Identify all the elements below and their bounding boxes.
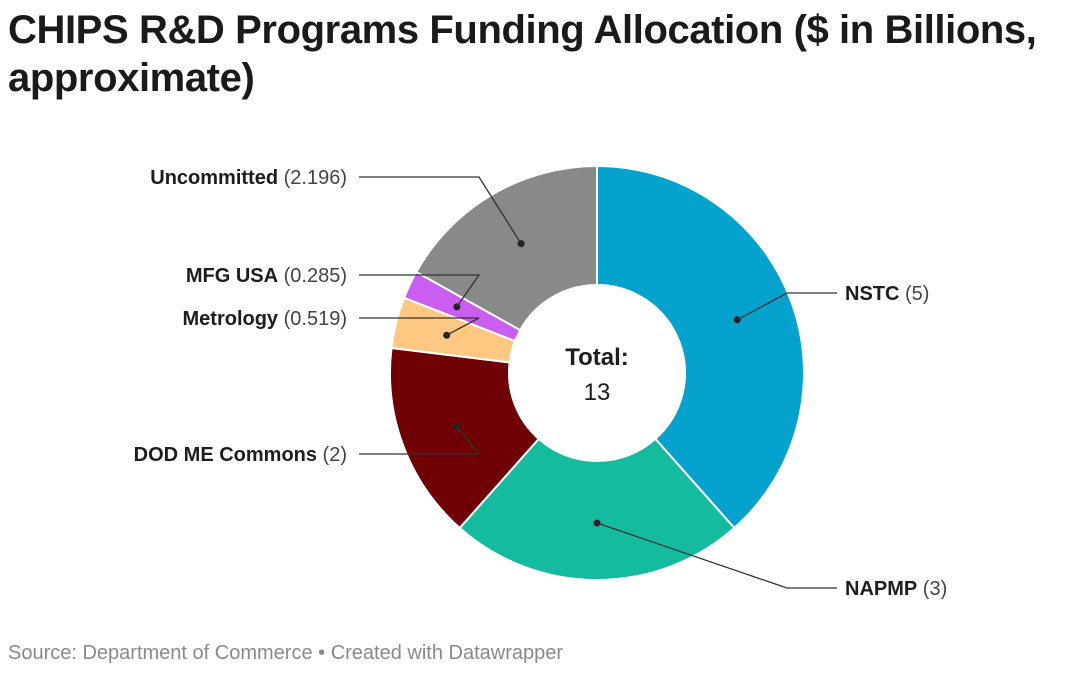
slice-label-name: NSTC (845, 283, 899, 305)
label-leader-lines (359, 176, 837, 589)
slice-label-value: (0.519) (278, 308, 347, 330)
slice-nstc[interactable] (596, 164, 805, 530)
center-total-heading: Total: (565, 344, 629, 371)
chart-title: CHIPS R&D Programs Funding Allocation ($… (8, 8, 1037, 100)
slice-label-name: Uncommitted (150, 167, 278, 189)
leader-line (359, 317, 480, 336)
slice-label: Metrology (0.519) (183, 308, 348, 330)
donut-slices (389, 164, 805, 581)
leader-line (359, 425, 481, 455)
chart-footer: Source: Department of Commerce • Created… (8, 642, 563, 665)
slice-label-value: (5) (899, 283, 929, 305)
slice-uncommitted[interactable] (414, 164, 598, 332)
slice-label-value: (2) (317, 444, 347, 466)
leader-line (736, 292, 837, 321)
slice-label: NSTC (5) (845, 283, 929, 305)
slice-label: NAPMP (3) (845, 578, 947, 600)
leader-line (359, 176, 522, 244)
slice-napmp[interactable] (458, 437, 736, 581)
leader-line (359, 274, 481, 308)
slice-label-name: NAPMP (845, 578, 917, 600)
slice-dod-me-commons[interactable] (389, 346, 541, 530)
source-prefix: Source: (8, 642, 83, 664)
slice-labels: NSTC (5) NAPMP (3) DOD ME Commons (2) Metro… (134, 167, 948, 600)
slice-label: MFG USA (0.285) (186, 265, 347, 287)
footer-separator: • (312, 642, 331, 664)
slice-label-name: DOD ME Commons (134, 444, 317, 466)
source-name: Department of Commerce (82, 642, 313, 664)
slice-label-value: (2.196) (278, 167, 347, 189)
slice-label-name: Metrology (183, 308, 279, 330)
center-total-value: 13 (584, 379, 611, 406)
slice-label: DOD ME Commons (2) (134, 444, 347, 466)
slice-label-value: (3) (917, 578, 947, 600)
slice-label-value: (0.285) (278, 265, 347, 287)
slice-label-name: MFG USA (186, 265, 278, 287)
leader-line (596, 522, 837, 589)
slice-label: Uncommitted (2.196) (150, 167, 347, 189)
datawrapper-credit: Created with Datawrapper (330, 642, 564, 664)
